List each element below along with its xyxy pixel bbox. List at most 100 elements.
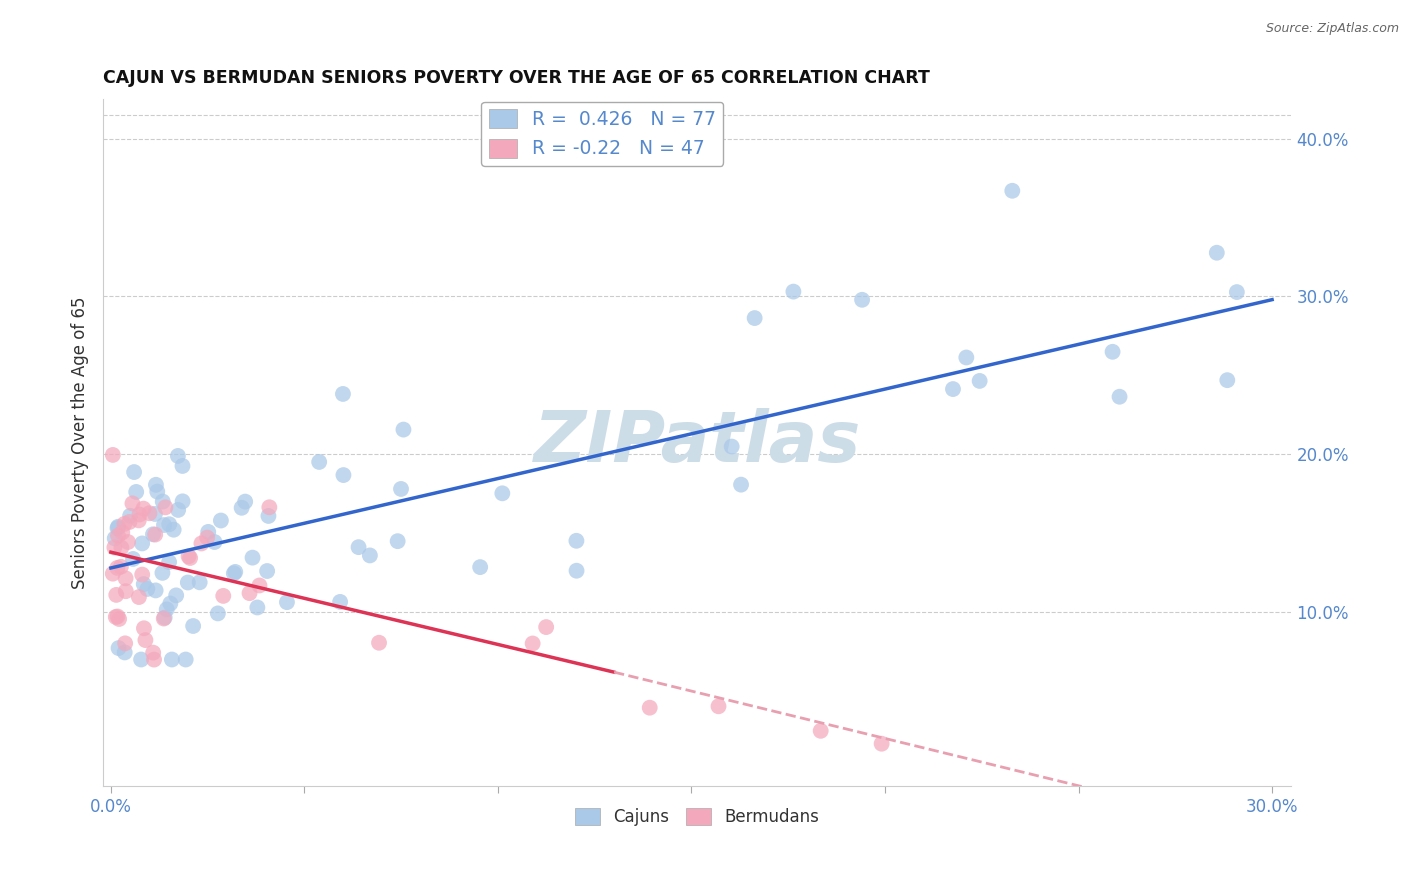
Point [638, 700, 661, 714]
Point [233, 494, 256, 508]
Point [146, 484, 169, 499]
Point [387, 534, 409, 549]
Point [329, 595, 352, 609]
Point [157, 555, 180, 569]
Point [707, 699, 730, 714]
Point [522, 636, 544, 650]
Point [120, 508, 142, 523]
Point [117, 535, 139, 549]
Point [308, 455, 330, 469]
Point [276, 595, 298, 609]
Point [128, 508, 150, 522]
Point [534, 620, 557, 634]
Point [565, 564, 588, 578]
Point [136, 582, 159, 596]
Point [204, 535, 226, 549]
Point [143, 652, 166, 666]
Point [195, 531, 218, 545]
Point [134, 633, 156, 648]
Point [152, 494, 174, 508]
Point [177, 549, 200, 564]
Point [105, 561, 128, 575]
Point [142, 527, 165, 541]
Point [172, 494, 194, 508]
Point [231, 500, 253, 515]
Point [163, 523, 186, 537]
Point [107, 641, 129, 656]
Point [359, 549, 381, 563]
Point [744, 311, 766, 326]
Point [114, 571, 136, 585]
Point [165, 588, 187, 602]
Point [114, 645, 136, 659]
Point [142, 646, 165, 660]
Point [179, 551, 201, 566]
Point [107, 528, 129, 542]
Point [181, 619, 204, 633]
Point [114, 584, 136, 599]
Point [810, 723, 832, 738]
Point [152, 566, 174, 580]
Point [332, 468, 354, 483]
Point [110, 559, 132, 574]
Point [157, 517, 180, 532]
Point [108, 612, 131, 626]
Point [145, 477, 167, 491]
Point [174, 652, 197, 666]
Point [132, 501, 155, 516]
Point [256, 564, 278, 578]
Point [167, 449, 190, 463]
Point [104, 610, 127, 624]
Point [259, 500, 281, 515]
Point [209, 514, 232, 528]
Point [114, 636, 136, 650]
Point [128, 590, 150, 604]
Point [143, 507, 166, 521]
Point [132, 577, 155, 591]
Point [197, 524, 219, 539]
Point [172, 458, 194, 473]
Text: CAJUN VS BERMUDAN SENIORS POVERTY OVER THE AGE OF 65 CORRELATION CHART: CAJUN VS BERMUDAN SENIORS POVERTY OVER T… [103, 69, 929, 87]
Point [101, 448, 124, 462]
Point [132, 621, 155, 635]
Point [167, 503, 190, 517]
Point [103, 541, 125, 555]
Point [851, 293, 873, 307]
Point [107, 519, 129, 533]
Point [107, 521, 129, 535]
Point [160, 652, 183, 666]
Point [131, 567, 153, 582]
Point [224, 565, 246, 579]
Point [470, 560, 492, 574]
Point [143, 527, 166, 541]
Point [152, 611, 174, 625]
Text: Source: ZipAtlas.com: Source: ZipAtlas.com [1265, 22, 1399, 36]
Point [942, 382, 965, 396]
Point [720, 440, 742, 454]
Point [129, 652, 152, 666]
Point [156, 602, 179, 616]
Point [190, 536, 212, 550]
Point [145, 583, 167, 598]
Point [392, 423, 415, 437]
Point [565, 533, 588, 548]
Point [730, 477, 752, 491]
Point [110, 541, 132, 555]
Point [118, 515, 141, 529]
Point [1226, 285, 1249, 299]
Point [128, 513, 150, 527]
Point [212, 589, 235, 603]
Point [347, 540, 370, 554]
Point [131, 536, 153, 550]
Point [112, 516, 135, 531]
Point [153, 610, 176, 624]
Point [101, 566, 124, 581]
Point [153, 518, 176, 533]
Point [1216, 373, 1239, 387]
Point [389, 482, 412, 496]
Point [332, 387, 354, 401]
Point [491, 486, 513, 500]
Point [207, 607, 229, 621]
Point [222, 566, 245, 581]
Point [107, 609, 129, 624]
